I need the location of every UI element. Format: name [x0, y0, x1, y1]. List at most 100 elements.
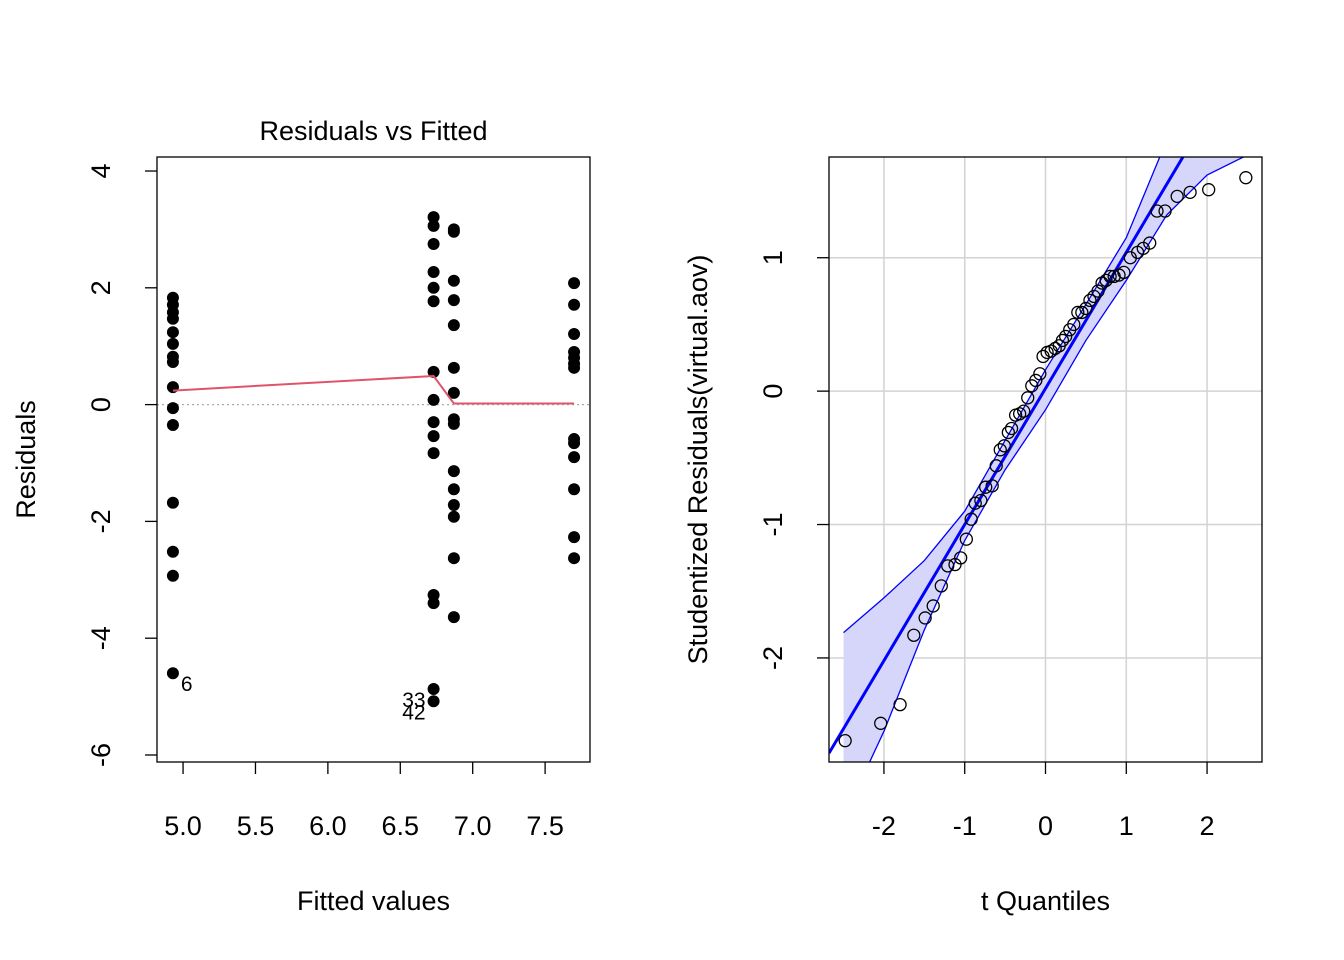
x-tick-label: 2 [1200, 811, 1215, 841]
x-tick-label: 6.0 [309, 811, 347, 841]
point [427, 416, 440, 429]
point [838, 734, 852, 748]
point [447, 510, 460, 523]
y-tick-label: 2 [86, 280, 116, 295]
plot-frame [156, 156, 591, 763]
x-tick-label: 6.5 [382, 811, 420, 841]
point [1048, 341, 1062, 356]
point [166, 496, 179, 509]
point [1029, 373, 1043, 388]
point [1033, 367, 1047, 381]
point [1239, 171, 1253, 185]
point [447, 417, 460, 430]
band-edge [843, 157, 1161, 634]
point [1079, 301, 1093, 316]
point [874, 716, 888, 730]
x-tick-label: 7.5 [526, 811, 564, 841]
y-tick-label: -6 [86, 743, 116, 767]
point [568, 483, 581, 496]
point [1067, 317, 1081, 332]
point [166, 326, 179, 339]
point [1091, 284, 1105, 298]
point [568, 277, 581, 290]
point [166, 419, 179, 432]
point [954, 551, 968, 565]
point [964, 512, 978, 526]
point [447, 611, 460, 624]
reference-line [829, 157, 1185, 754]
point [166, 312, 179, 325]
x-tick-label: 7.0 [454, 811, 492, 841]
point [1099, 273, 1113, 288]
point [1012, 407, 1027, 421]
point [1075, 305, 1089, 320]
y-tick-label: -2 [86, 509, 116, 533]
y-tick-label: 0 [86, 397, 116, 412]
point [568, 298, 581, 311]
point [166, 337, 179, 350]
point [447, 361, 460, 374]
point [427, 219, 440, 232]
y-tick-label: 1 [758, 250, 788, 265]
y-tick-label: -1 [758, 513, 788, 537]
plot-area [157, 211, 590, 708]
y-axis-label: Residuals [11, 400, 41, 519]
plot-frame [828, 156, 1263, 763]
point [985, 479, 999, 493]
point [166, 569, 179, 582]
point [427, 393, 440, 406]
x-tick-label: 0 [1038, 811, 1053, 841]
point [1001, 425, 1015, 440]
point [1017, 404, 1031, 418]
y-tick-label: 4 [86, 163, 116, 178]
point [568, 552, 581, 565]
point [447, 465, 460, 478]
point [166, 402, 179, 415]
point [427, 447, 440, 460]
plot-area [829, 157, 1262, 762]
point [447, 386, 460, 399]
point [427, 211, 440, 224]
point [447, 552, 460, 565]
point [568, 327, 581, 340]
point [1083, 293, 1097, 308]
point [447, 274, 460, 287]
point [427, 281, 440, 294]
point-label: 6 [181, 673, 193, 696]
point [926, 599, 940, 613]
x-axis-label: t Quantiles [981, 886, 1110, 916]
point [941, 559, 955, 573]
point [1183, 185, 1197, 200]
point [1202, 183, 1216, 197]
point [568, 531, 581, 544]
x-tick-label: -2 [872, 811, 896, 841]
point [166, 667, 179, 680]
point [1095, 276, 1109, 290]
point [1150, 204, 1164, 218]
point [1055, 333, 1070, 348]
point [427, 597, 440, 610]
x-tick-label: 5.0 [164, 811, 202, 841]
confidence-band [843, 157, 1244, 762]
point [918, 611, 932, 625]
point [1071, 305, 1085, 320]
chart-title: Residuals vs Fitted [259, 116, 487, 146]
point [989, 459, 1003, 473]
point [166, 355, 179, 368]
point [427, 683, 440, 696]
point [997, 439, 1011, 453]
point [568, 437, 581, 450]
point [1004, 421, 1019, 436]
point-label: 33 [402, 689, 425, 712]
point [568, 451, 581, 464]
point-label: 42 [402, 701, 425, 724]
x-tick-label: 1 [1119, 811, 1134, 841]
point [1103, 269, 1117, 284]
x-axis-label: Fitted values [297, 886, 450, 916]
point [993, 443, 1007, 457]
point [427, 430, 440, 443]
point [447, 225, 460, 238]
y-tick-label: 0 [758, 384, 788, 399]
point [166, 545, 179, 558]
